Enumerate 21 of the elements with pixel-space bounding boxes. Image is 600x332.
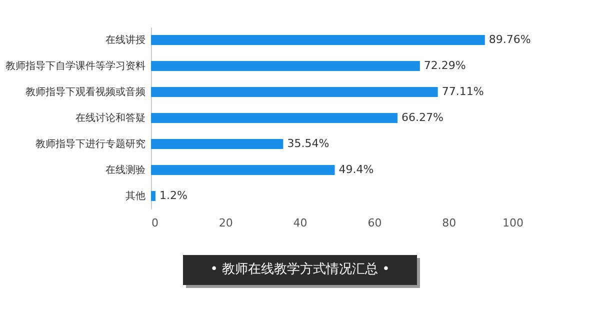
y-tick-label: 其他 <box>126 190 146 202</box>
data-label: 89.76% <box>488 33 531 46</box>
text: • 教师在线教学方式情况汇总 • <box>183 255 417 285</box>
y-tick-label: 教师指导下进行专题研究 <box>36 138 146 150</box>
data-label: 49.4% <box>338 163 374 176</box>
x-tick-label: 20 <box>218 216 233 230</box>
x-tick-label: 80 <box>442 216 456 230</box>
data-label: 77.11% <box>442 85 484 98</box>
data-label: 35.54% <box>287 137 330 150</box>
data-label: 66.27% <box>402 111 444 124</box>
x-tick-label: 60 <box>368 216 382 230</box>
y-tick-label: 教师指导下观看视频或音频 <box>26 86 146 98</box>
y-tick-label: 在线讨论和答疑 <box>76 112 146 124</box>
x-tick-label: 100 <box>502 216 524 230</box>
x-tick-label: 0 <box>152 216 158 230</box>
y-tick-label: 在线讲授 <box>106 34 146 46</box>
y-tick-label: 在线测验 <box>106 164 146 176</box>
y-tick-label: 教师指导下自学课件等学习资料 <box>6 60 146 72</box>
data-label: 1.2% <box>159 189 188 202</box>
x-tick-label: 40 <box>293 216 308 230</box>
data-label: 72.29% <box>424 59 466 72</box>
